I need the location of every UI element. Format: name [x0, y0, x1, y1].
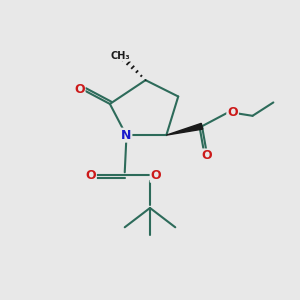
Text: O: O	[201, 149, 212, 162]
Text: CH₃: CH₃	[111, 51, 130, 61]
Polygon shape	[166, 123, 203, 135]
Text: O: O	[85, 169, 96, 182]
Text: O: O	[74, 82, 85, 96]
Text: O: O	[227, 106, 238, 119]
Text: N: N	[121, 129, 131, 142]
Text: O: O	[151, 169, 161, 182]
